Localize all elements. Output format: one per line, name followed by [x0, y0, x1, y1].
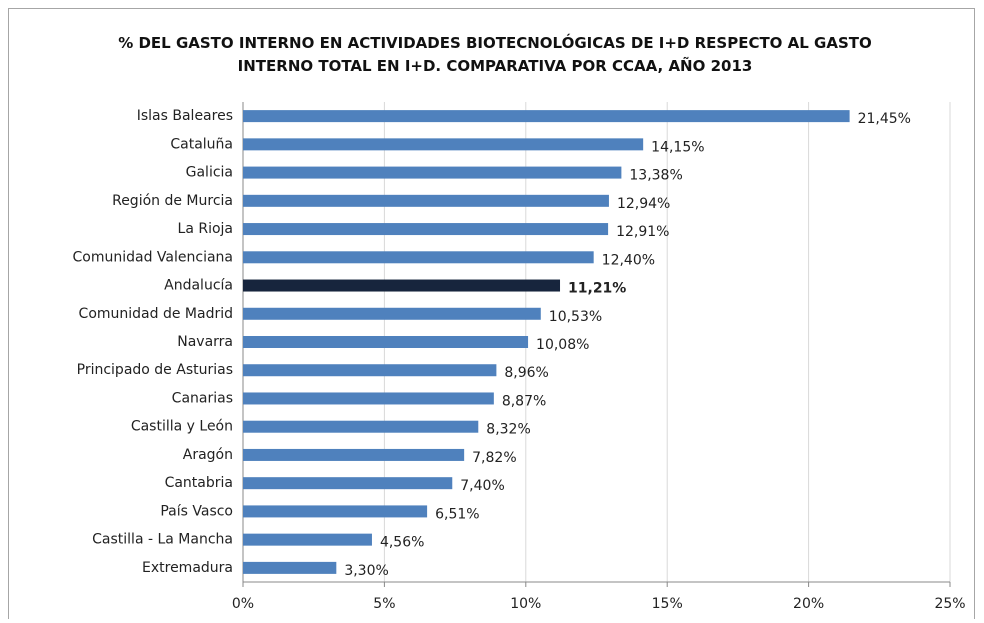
- value-label: 14,15%: [651, 139, 704, 155]
- x-tick-label: 15%: [652, 596, 683, 612]
- y-tick-label: Principado de Asturias: [77, 362, 233, 378]
- bar: [243, 307, 541, 320]
- bar: [243, 533, 372, 546]
- value-label: 7,82%: [472, 450, 516, 466]
- x-tick-label: 10%: [510, 596, 541, 612]
- y-tick-label: Aragón: [183, 447, 233, 463]
- bar: [243, 166, 622, 179]
- bar: [243, 364, 497, 377]
- bar: [243, 110, 850, 123]
- x-tick-label: 5%: [373, 596, 395, 612]
- y-tick-label: Navarra: [177, 334, 233, 350]
- bar: [243, 477, 453, 490]
- y-tick-label: Islas Baleares: [137, 108, 233, 124]
- value-label: 8,96%: [504, 365, 548, 381]
- bar: [243, 251, 594, 264]
- value-label: 7,40%: [460, 478, 504, 494]
- y-tick-label: Comunidad Valenciana: [73, 249, 233, 265]
- value-label: 10,08%: [536, 337, 589, 353]
- value-label: 12,91%: [616, 224, 669, 240]
- bar: [243, 223, 609, 236]
- value-label: 8,87%: [502, 393, 546, 409]
- bar: [243, 448, 465, 461]
- y-tick-label: Comunidad de Madrid: [79, 306, 233, 322]
- bar: [243, 505, 428, 518]
- y-tick-label: Cantabria: [165, 475, 233, 491]
- y-tick-label: Cataluña: [170, 136, 233, 152]
- chart-frame: [8, 8, 975, 623]
- y-tick-label: Castilla y León: [131, 419, 233, 435]
- bar: [243, 194, 609, 207]
- bar: [243, 279, 561, 292]
- bar: [243, 420, 479, 433]
- value-label: 12,40%: [602, 252, 655, 268]
- y-tick-label: Canarias: [172, 390, 233, 406]
- y-tick-label: Galicia: [186, 165, 233, 181]
- y-tick-label: Región de Murcia: [112, 193, 233, 209]
- chart-title: % DEL GASTO INTERNO EN ACTIVIDADES BIOTE…: [118, 34, 872, 75]
- value-label: 3,30%: [344, 563, 388, 579]
- x-tick-label: 20%: [793, 596, 824, 612]
- y-tick-label: Andalucía: [164, 278, 233, 294]
- y-tick-label: La Rioja: [178, 221, 233, 237]
- value-label: 6,51%: [435, 506, 479, 522]
- y-tick-label: Castilla - La Mancha: [92, 532, 233, 548]
- value-label: 4,56%: [380, 535, 424, 551]
- value-label: 11,21%: [568, 281, 626, 297]
- value-label: 21,45%: [858, 111, 911, 127]
- bar: [243, 336, 529, 348]
- bar: [243, 561, 337, 574]
- value-label: 13,38%: [629, 168, 682, 184]
- value-label: 12,94%: [617, 196, 670, 212]
- x-tick-label: 25%: [934, 596, 965, 612]
- x-tick-label: 0%: [232, 596, 254, 612]
- bar: [243, 138, 644, 151]
- value-label: 10,53%: [549, 309, 602, 325]
- value-label: 8,32%: [486, 422, 530, 438]
- bar: [243, 392, 494, 405]
- y-tick-label: Extremadura: [142, 560, 233, 576]
- y-tick-label: País Vasco: [160, 503, 233, 519]
